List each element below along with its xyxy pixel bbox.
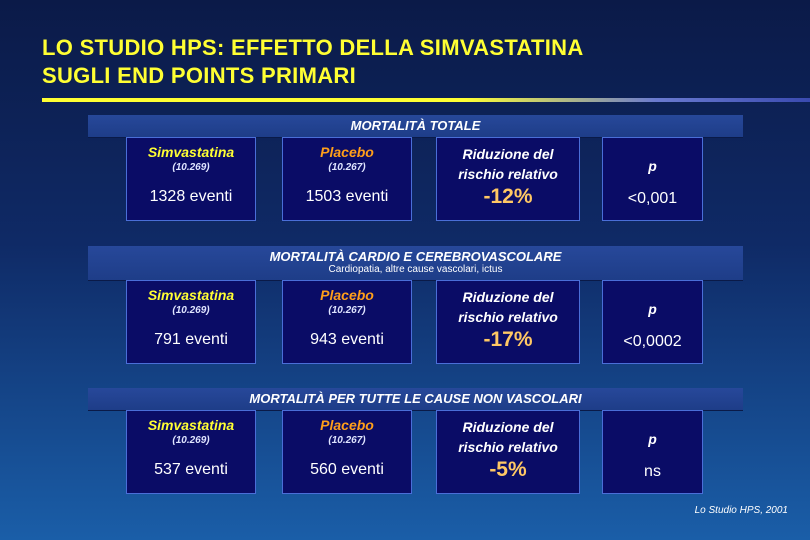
simvastatina-events: 1328 eventi bbox=[149, 188, 233, 205]
title-line-2: SUGLI END POINTS PRIMARI bbox=[42, 63, 356, 88]
placebo-label: Placebo bbox=[320, 287, 374, 303]
simvastatina-box: Simvastatina (10.269) 1328 eventi bbox=[126, 137, 256, 221]
placebo-n: (10.267) bbox=[328, 435, 366, 446]
relative-risk-label: Riduzione del rischio relativo bbox=[437, 417, 579, 457]
placebo-events: 943 eventi bbox=[310, 331, 384, 348]
relative-risk-label-line-1: Riduzione del bbox=[462, 146, 554, 162]
placebo-n: (10.267) bbox=[328, 305, 366, 316]
p-value: <0,0002 bbox=[623, 333, 682, 350]
title-line-1: LO STUDIO HPS: EFFETTO DELLA SIMVASTATIN… bbox=[42, 35, 584, 60]
p-value: ns bbox=[644, 463, 661, 480]
placebo-box: Placebo (10.267) 560 eventi bbox=[282, 410, 412, 494]
simvastatina-label: Simvastatina bbox=[147, 144, 235, 160]
relative-risk-label-line-2: rischio relativo bbox=[458, 309, 558, 325]
title-underline bbox=[42, 98, 810, 102]
simvastatina-n: (10.269) bbox=[172, 162, 210, 173]
section-heading-bar: MORTALITÀ TOTALE bbox=[88, 115, 743, 138]
relative-risk-value: -12% bbox=[483, 185, 533, 208]
simvastatina-box: Simvastatina (10.269) 537 eventi bbox=[126, 410, 256, 494]
simvastatina-box: Simvastatina (10.269) 791 eventi bbox=[126, 280, 256, 364]
relative-risk-label: Riduzione del rischio relativo bbox=[437, 287, 579, 327]
p-label: p bbox=[648, 301, 657, 317]
section-heading-bar: MORTALITÀ CARDIO E CEREBROVASCOLARE Card… bbox=[88, 246, 743, 281]
simvastatina-label: Simvastatina bbox=[147, 287, 235, 303]
p-value-box: p ns bbox=[602, 410, 703, 494]
relative-risk-label-line-2: rischio relativo bbox=[458, 439, 558, 455]
relative-risk-box: Riduzione del rischio relativo -12% bbox=[436, 137, 580, 221]
simvastatina-label: Simvastatina bbox=[147, 417, 235, 433]
section-heading-bar: MORTALITÀ PER TUTTE LE CAUSE NON VASCOLA… bbox=[88, 388, 743, 411]
section-heading: MORTALITÀ PER TUTTE LE CAUSE NON VASCOLA… bbox=[249, 391, 582, 406]
section-heading: MORTALITÀ TOTALE bbox=[350, 118, 481, 133]
simvastatina-n: (10.269) bbox=[172, 305, 210, 316]
placebo-events: 1503 eventi bbox=[305, 188, 389, 205]
p-value-box: p <0,001 bbox=[602, 137, 703, 221]
relative-risk-label: Riduzione del rischio relativo bbox=[437, 144, 579, 184]
relative-risk-value: -5% bbox=[489, 458, 527, 481]
p-label: p bbox=[648, 431, 657, 447]
p-value-box: p <0,0002 bbox=[602, 280, 703, 364]
section-subheading: Cardiopatia, altre cause vascolari, ictu… bbox=[328, 264, 503, 275]
source-citation: Lo Studio HPS, 2001 bbox=[694, 505, 788, 516]
placebo-box: Placebo (10.267) 1503 eventi bbox=[282, 137, 412, 221]
placebo-events: 560 eventi bbox=[310, 461, 384, 478]
p-value: <0,001 bbox=[627, 190, 678, 207]
placebo-n: (10.267) bbox=[328, 162, 366, 173]
slide-title: LO STUDIO HPS: EFFETTO DELLA SIMVASTATIN… bbox=[42, 34, 782, 90]
relative-risk-box: Riduzione del rischio relativo -5% bbox=[436, 410, 580, 494]
placebo-box: Placebo (10.267) 943 eventi bbox=[282, 280, 412, 364]
relative-risk-label-line-1: Riduzione del bbox=[462, 289, 554, 305]
simvastatina-n: (10.269) bbox=[172, 435, 210, 446]
simvastatina-events: 537 eventi bbox=[154, 461, 228, 478]
simvastatina-events: 791 eventi bbox=[154, 331, 228, 348]
placebo-label: Placebo bbox=[320, 144, 374, 160]
placebo-label: Placebo bbox=[320, 417, 374, 433]
relative-risk-value: -17% bbox=[483, 328, 533, 351]
section-heading: MORTALITÀ CARDIO E CEREBROVASCOLARE bbox=[269, 249, 562, 264]
relative-risk-label-line-1: Riduzione del bbox=[462, 419, 554, 435]
relative-risk-label-line-2: rischio relativo bbox=[458, 166, 558, 182]
relative-risk-box: Riduzione del rischio relativo -17% bbox=[436, 280, 580, 364]
p-label: p bbox=[648, 158, 657, 174]
